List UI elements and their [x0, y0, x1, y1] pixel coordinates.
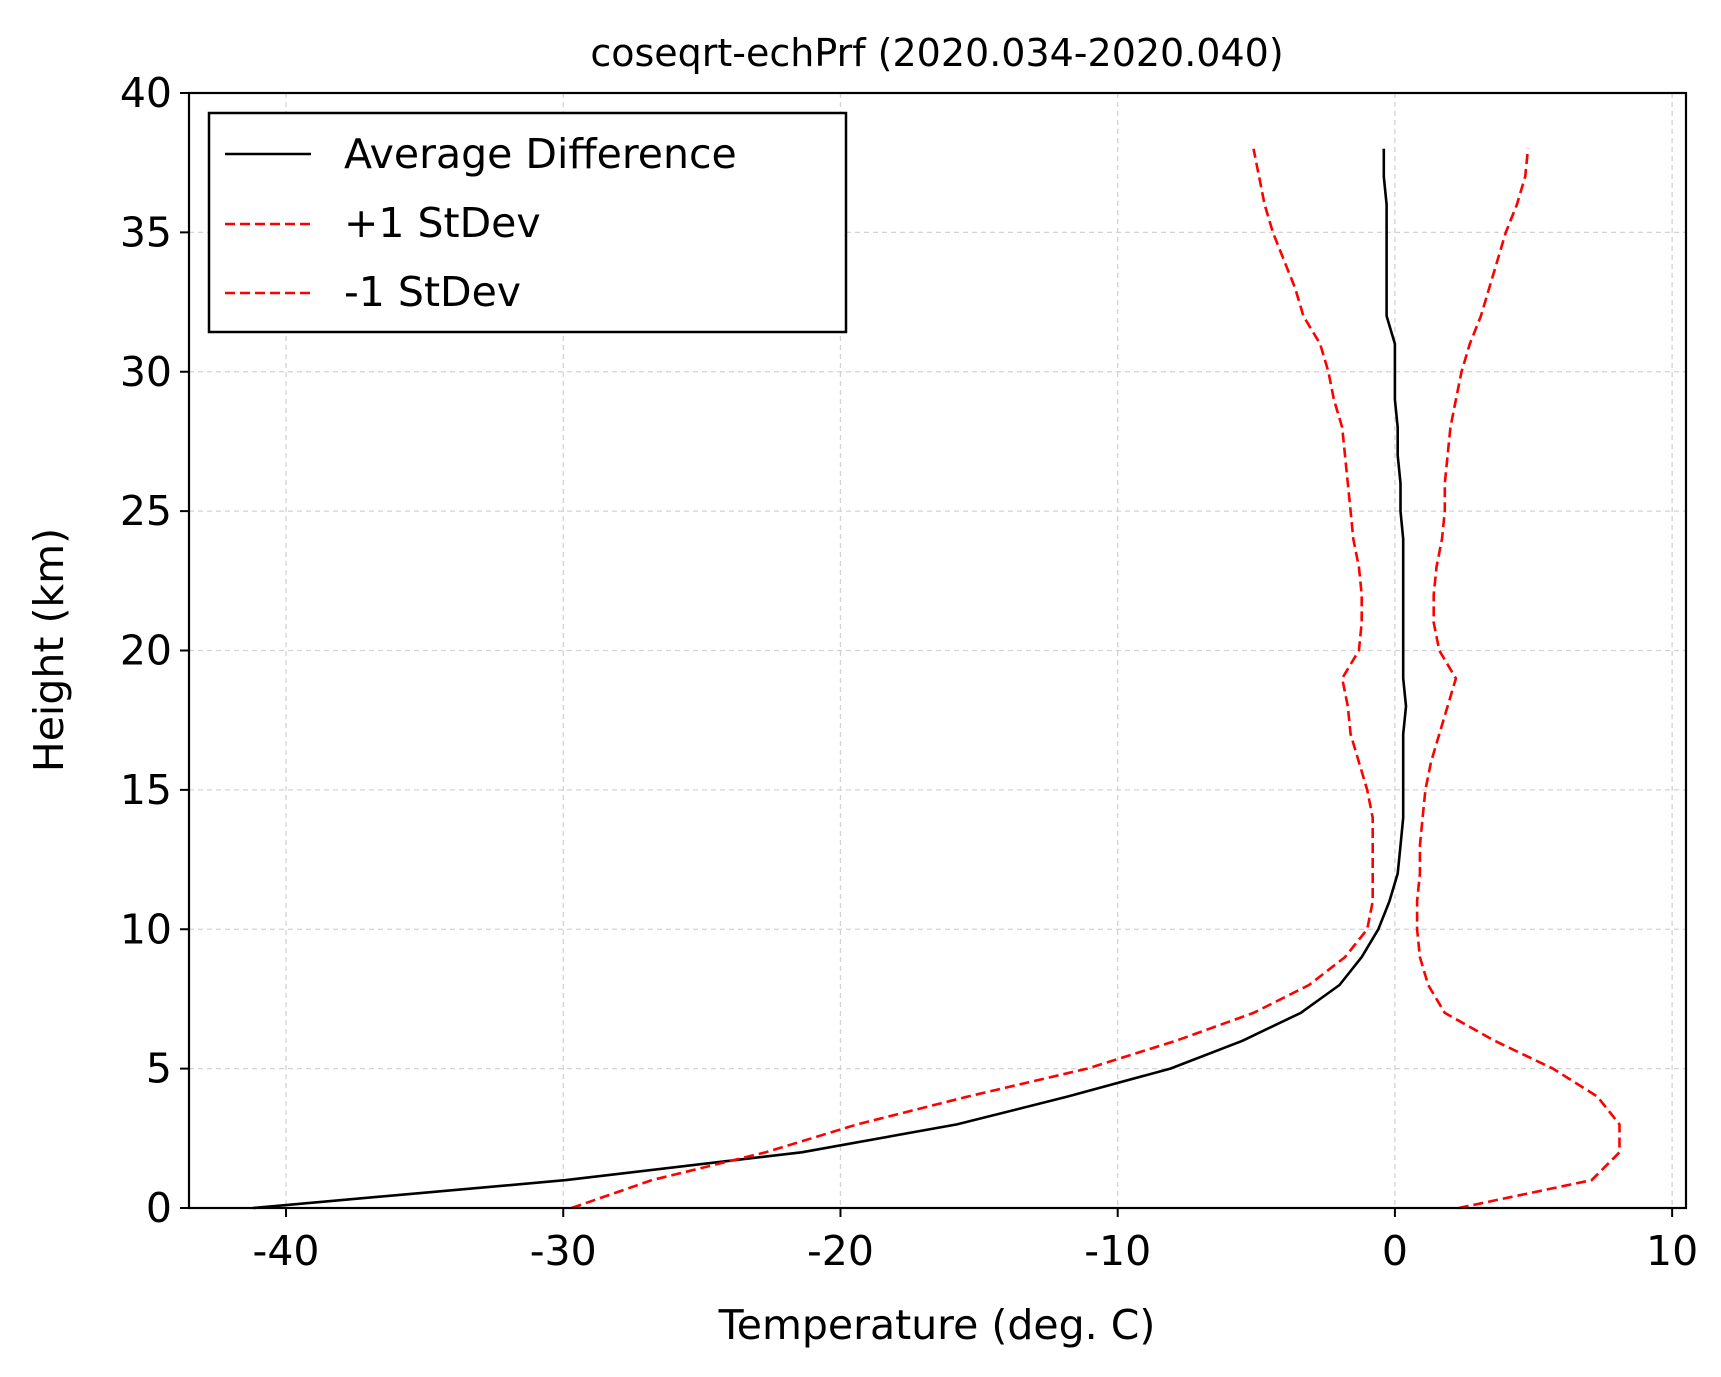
x-tick-label: 0: [1382, 1227, 1408, 1275]
y-tick-label: 10: [120, 905, 172, 953]
x-tick-label: -10: [1084, 1227, 1151, 1275]
x-tick-label: 10: [1646, 1227, 1698, 1275]
y-axis-label: Height (km): [25, 528, 73, 772]
chart-title: coseqrt-echPrf (2020.034-2020.040): [590, 31, 1283, 75]
legend-label-plus-1-stdev: +1 StDev: [344, 199, 541, 247]
y-tick-label: 0: [146, 1184, 172, 1232]
series-line-minus-1-stdev: [571, 148, 1374, 1210]
legend: Average Difference +1 StDev -1 StDev: [207, 111, 848, 334]
series-lines: [252, 148, 1621, 1210]
y-tick-label: 30: [120, 348, 172, 396]
x-axis-label: Temperature (deg. C): [718, 1301, 1156, 1349]
x-axis-ticks: -40 -30 -20 -10 0 10: [253, 1208, 1698, 1275]
y-tick-label: 5: [146, 1045, 172, 1093]
legend-label-minus-1-stdev: -1 StDev: [344, 268, 521, 316]
y-tick-label: 20: [120, 627, 172, 675]
series-line-average-difference: [252, 148, 1408, 1210]
x-tick-label: -40: [253, 1227, 320, 1275]
series-line-plus-1-stdev: [1415, 148, 1621, 1210]
x-tick-label: -20: [807, 1227, 874, 1275]
y-axis-ticks: 0 5 10 15 20 25 30 35 40: [120, 69, 189, 1232]
y-tick-label: 15: [120, 766, 172, 814]
y-tick-label: 25: [120, 487, 172, 535]
x-tick-label: -30: [530, 1227, 597, 1275]
legend-label-average-difference: Average Difference: [344, 130, 737, 178]
y-tick-label: 35: [120, 208, 172, 256]
y-tick-label: 40: [120, 69, 172, 117]
legend-box: [207, 111, 848, 334]
